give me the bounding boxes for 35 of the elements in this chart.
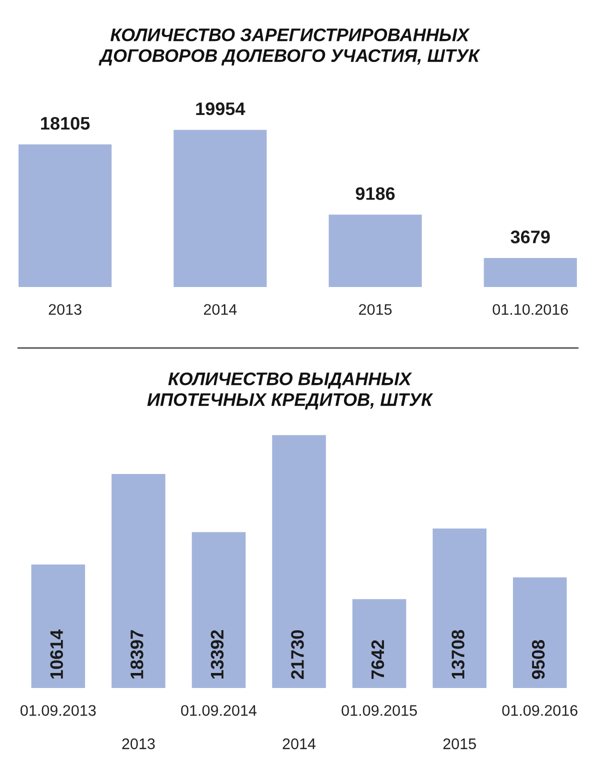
- bar: [512, 577, 567, 688]
- bar: [328, 214, 422, 287]
- x-tick-label: 2014: [204, 304, 237, 315]
- x-tick-label: 2013: [48, 304, 82, 315]
- x-tick-label: 2015: [359, 304, 392, 315]
- x-tick-label: 2015: [443, 738, 476, 750]
- data-label: 18397: [130, 630, 144, 679]
- data-label: 18105: [41, 116, 90, 130]
- x-tick-label: 01.09.2016: [502, 705, 578, 716]
- bar: [31, 564, 86, 688]
- bar: [112, 474, 166, 688]
- x-tick-label: 01.09.2015: [342, 705, 417, 716]
- chart-title: КОЛИЧЕСТВО ВЫДАННЫХ ИПОТЕЧНЫХ КРЕДИТОВ, ШТУК: [147, 372, 434, 410]
- bar: [352, 599, 406, 688]
- data-label: 10614: [50, 630, 64, 679]
- x-tick-label: 01.09.2013: [20, 705, 96, 716]
- bar: [484, 258, 577, 287]
- data-label: 19954: [196, 102, 246, 116]
- data-label: 13708: [452, 630, 464, 679]
- data-label: 21730: [291, 630, 304, 680]
- x-tick-label: 01.09.2014: [181, 705, 257, 716]
- data-label: 13392: [210, 630, 224, 679]
- x-tick-label: 2014: [282, 738, 316, 750]
- bar: [18, 144, 112, 287]
- data-label: 7642: [371, 640, 384, 679]
- bar: [272, 435, 326, 688]
- chart-title: КОЛИЧЕСТВО ЗАРЕГИСТРИРОВАННЫХ ДОГОВОРОВ ДОЛЕВОГО УЧАСТИЯ, ШТУК: [98, 28, 480, 66]
- x-tick-label: 2013: [122, 738, 155, 750]
- bar: [174, 130, 267, 287]
- bar: [432, 528, 486, 688]
- data-label: 9508: [532, 640, 545, 680]
- data-label: 3679: [510, 230, 550, 244]
- bar: [192, 532, 246, 688]
- x-tick-label: 01.10.2016: [492, 304, 568, 315]
- data-label: 9186: [356, 187, 395, 200]
